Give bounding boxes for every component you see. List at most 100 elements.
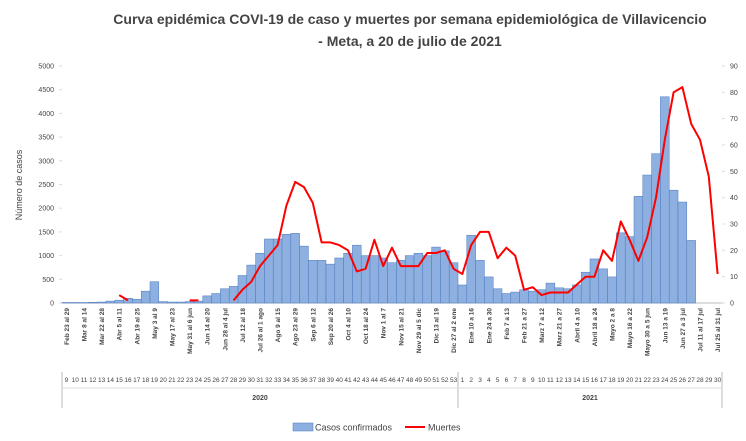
week-label: 45 bbox=[380, 377, 388, 384]
x-tick-label: Feb 7 a 13 bbox=[504, 308, 511, 340]
y-tick-label: 4000 bbox=[38, 111, 54, 118]
week-label: 23 bbox=[652, 377, 660, 384]
bar bbox=[176, 302, 185, 303]
week-label: 53 bbox=[450, 377, 458, 384]
week-label: 28 bbox=[230, 377, 238, 384]
x-tick-label: Dic 27 al 2 ene bbox=[451, 308, 458, 353]
bar bbox=[141, 291, 150, 303]
week-label: 50 bbox=[424, 377, 432, 384]
x-tick-label: May 17 al 23 bbox=[170, 308, 177, 346]
x-tick-label: Mayo 2 a 8 bbox=[610, 308, 617, 341]
x-tick-label: Jul 12 al 18 bbox=[240, 308, 247, 343]
bar bbox=[555, 288, 564, 303]
y-tick-label: 3500 bbox=[38, 135, 54, 142]
y-tick-label: 2500 bbox=[38, 182, 54, 189]
bar bbox=[203, 296, 212, 303]
week-label: 27 bbox=[688, 377, 696, 384]
week-label: 34 bbox=[283, 377, 291, 384]
x-tick-label: Feb 23 al 29 bbox=[64, 308, 71, 345]
week-label: 19 bbox=[617, 377, 625, 384]
week-label: 35 bbox=[292, 377, 300, 384]
week-label: 13 bbox=[564, 377, 572, 384]
x-tick-label: Nov 15 al 21 bbox=[398, 308, 405, 346]
week-label: 30 bbox=[714, 377, 722, 384]
bar bbox=[132, 299, 141, 303]
x-tick-label: Feb 21 a 27 bbox=[522, 308, 529, 343]
week-label: 32 bbox=[265, 377, 273, 384]
week-label: 18 bbox=[608, 377, 616, 384]
week-label: 14 bbox=[107, 377, 115, 384]
bar bbox=[282, 234, 291, 303]
week-label: 25 bbox=[670, 377, 678, 384]
week-label: 17 bbox=[600, 377, 608, 384]
week-label: 7 bbox=[513, 377, 517, 384]
bar bbox=[220, 289, 229, 303]
x-tick-label: Sep 6 al 12 bbox=[310, 308, 317, 342]
week-label: 11 bbox=[547, 377, 554, 384]
x-tick-label: Ago 23 al 29 bbox=[293, 308, 300, 346]
x-tick-label: Ene 10 a 16 bbox=[469, 308, 476, 344]
week-label: 13 bbox=[98, 377, 106, 384]
week-label: 26 bbox=[679, 377, 687, 384]
week-label: 47 bbox=[397, 377, 405, 384]
week-label: 38 bbox=[318, 377, 326, 384]
legend-label: Muertes bbox=[428, 423, 461, 433]
bar bbox=[291, 233, 300, 303]
bar bbox=[484, 277, 493, 303]
bar bbox=[502, 294, 511, 303]
legend-label: Casos confirmados bbox=[315, 423, 393, 433]
bar bbox=[308, 260, 317, 303]
y-axis-title: Número de casos bbox=[14, 149, 24, 220]
x-tick-label: Abril 4 a 10 bbox=[574, 308, 581, 343]
x-tick-label: Oct 4 al 10 bbox=[346, 308, 353, 341]
x-tick-label: Marz 7 a 12 bbox=[539, 308, 546, 343]
y2-tick-label: 30 bbox=[730, 222, 738, 229]
legend-swatch bbox=[293, 423, 313, 431]
week-label: 24 bbox=[195, 377, 203, 384]
week-label: 52 bbox=[441, 377, 449, 384]
year-label: 2020 bbox=[252, 395, 268, 402]
bar bbox=[361, 256, 370, 303]
week-label: 17 bbox=[133, 377, 141, 384]
y2-tick-label: 50 bbox=[730, 169, 738, 176]
y2-tick-label: 40 bbox=[730, 195, 738, 202]
bar bbox=[520, 290, 529, 303]
y2-tick-label: 70 bbox=[730, 116, 738, 123]
week-label: 11 bbox=[81, 377, 88, 384]
week-label: 21 bbox=[635, 377, 643, 384]
week-label: 6 bbox=[505, 377, 509, 384]
x-tick-label: Nov 1 al 7 bbox=[381, 308, 388, 339]
x-tick-label: Nov 29 al 5 dic bbox=[416, 308, 423, 354]
bar bbox=[608, 277, 617, 303]
week-label: 9 bbox=[65, 377, 69, 384]
x-tick-label: Jun 27 a 3 jul bbox=[680, 308, 687, 349]
week-label: 15 bbox=[116, 377, 124, 384]
week-label: 18 bbox=[142, 377, 150, 384]
chart-title: Curva epidémica COVI-19 de caso y muerte… bbox=[113, 11, 706, 27]
y2-tick-label: 90 bbox=[730, 64, 738, 71]
bar bbox=[432, 247, 441, 303]
y-tick-label: 500 bbox=[42, 277, 54, 284]
week-label: 48 bbox=[406, 377, 414, 384]
week-label: 46 bbox=[388, 377, 396, 384]
x-tick-label: Jul 25 al 31 jul bbox=[715, 308, 722, 352]
bar bbox=[212, 294, 221, 303]
bar bbox=[458, 285, 467, 303]
bar bbox=[528, 291, 537, 303]
bar bbox=[317, 260, 326, 303]
week-label: 20 bbox=[160, 377, 168, 384]
bar bbox=[511, 292, 520, 303]
bar bbox=[370, 256, 379, 303]
y-tick-label: 4500 bbox=[38, 87, 54, 94]
week-label: 2 bbox=[469, 377, 473, 384]
week-label: 31 bbox=[256, 377, 264, 384]
week-label: 15 bbox=[582, 377, 590, 384]
week-label: 12 bbox=[556, 377, 564, 384]
week-label: 22 bbox=[644, 377, 652, 384]
week-label: 24 bbox=[661, 377, 669, 384]
bar bbox=[344, 253, 353, 303]
week-label: 21 bbox=[168, 377, 176, 384]
y-tick-label: 2000 bbox=[38, 206, 54, 213]
x-tick-label: Mayo 16 a 22 bbox=[627, 308, 634, 348]
